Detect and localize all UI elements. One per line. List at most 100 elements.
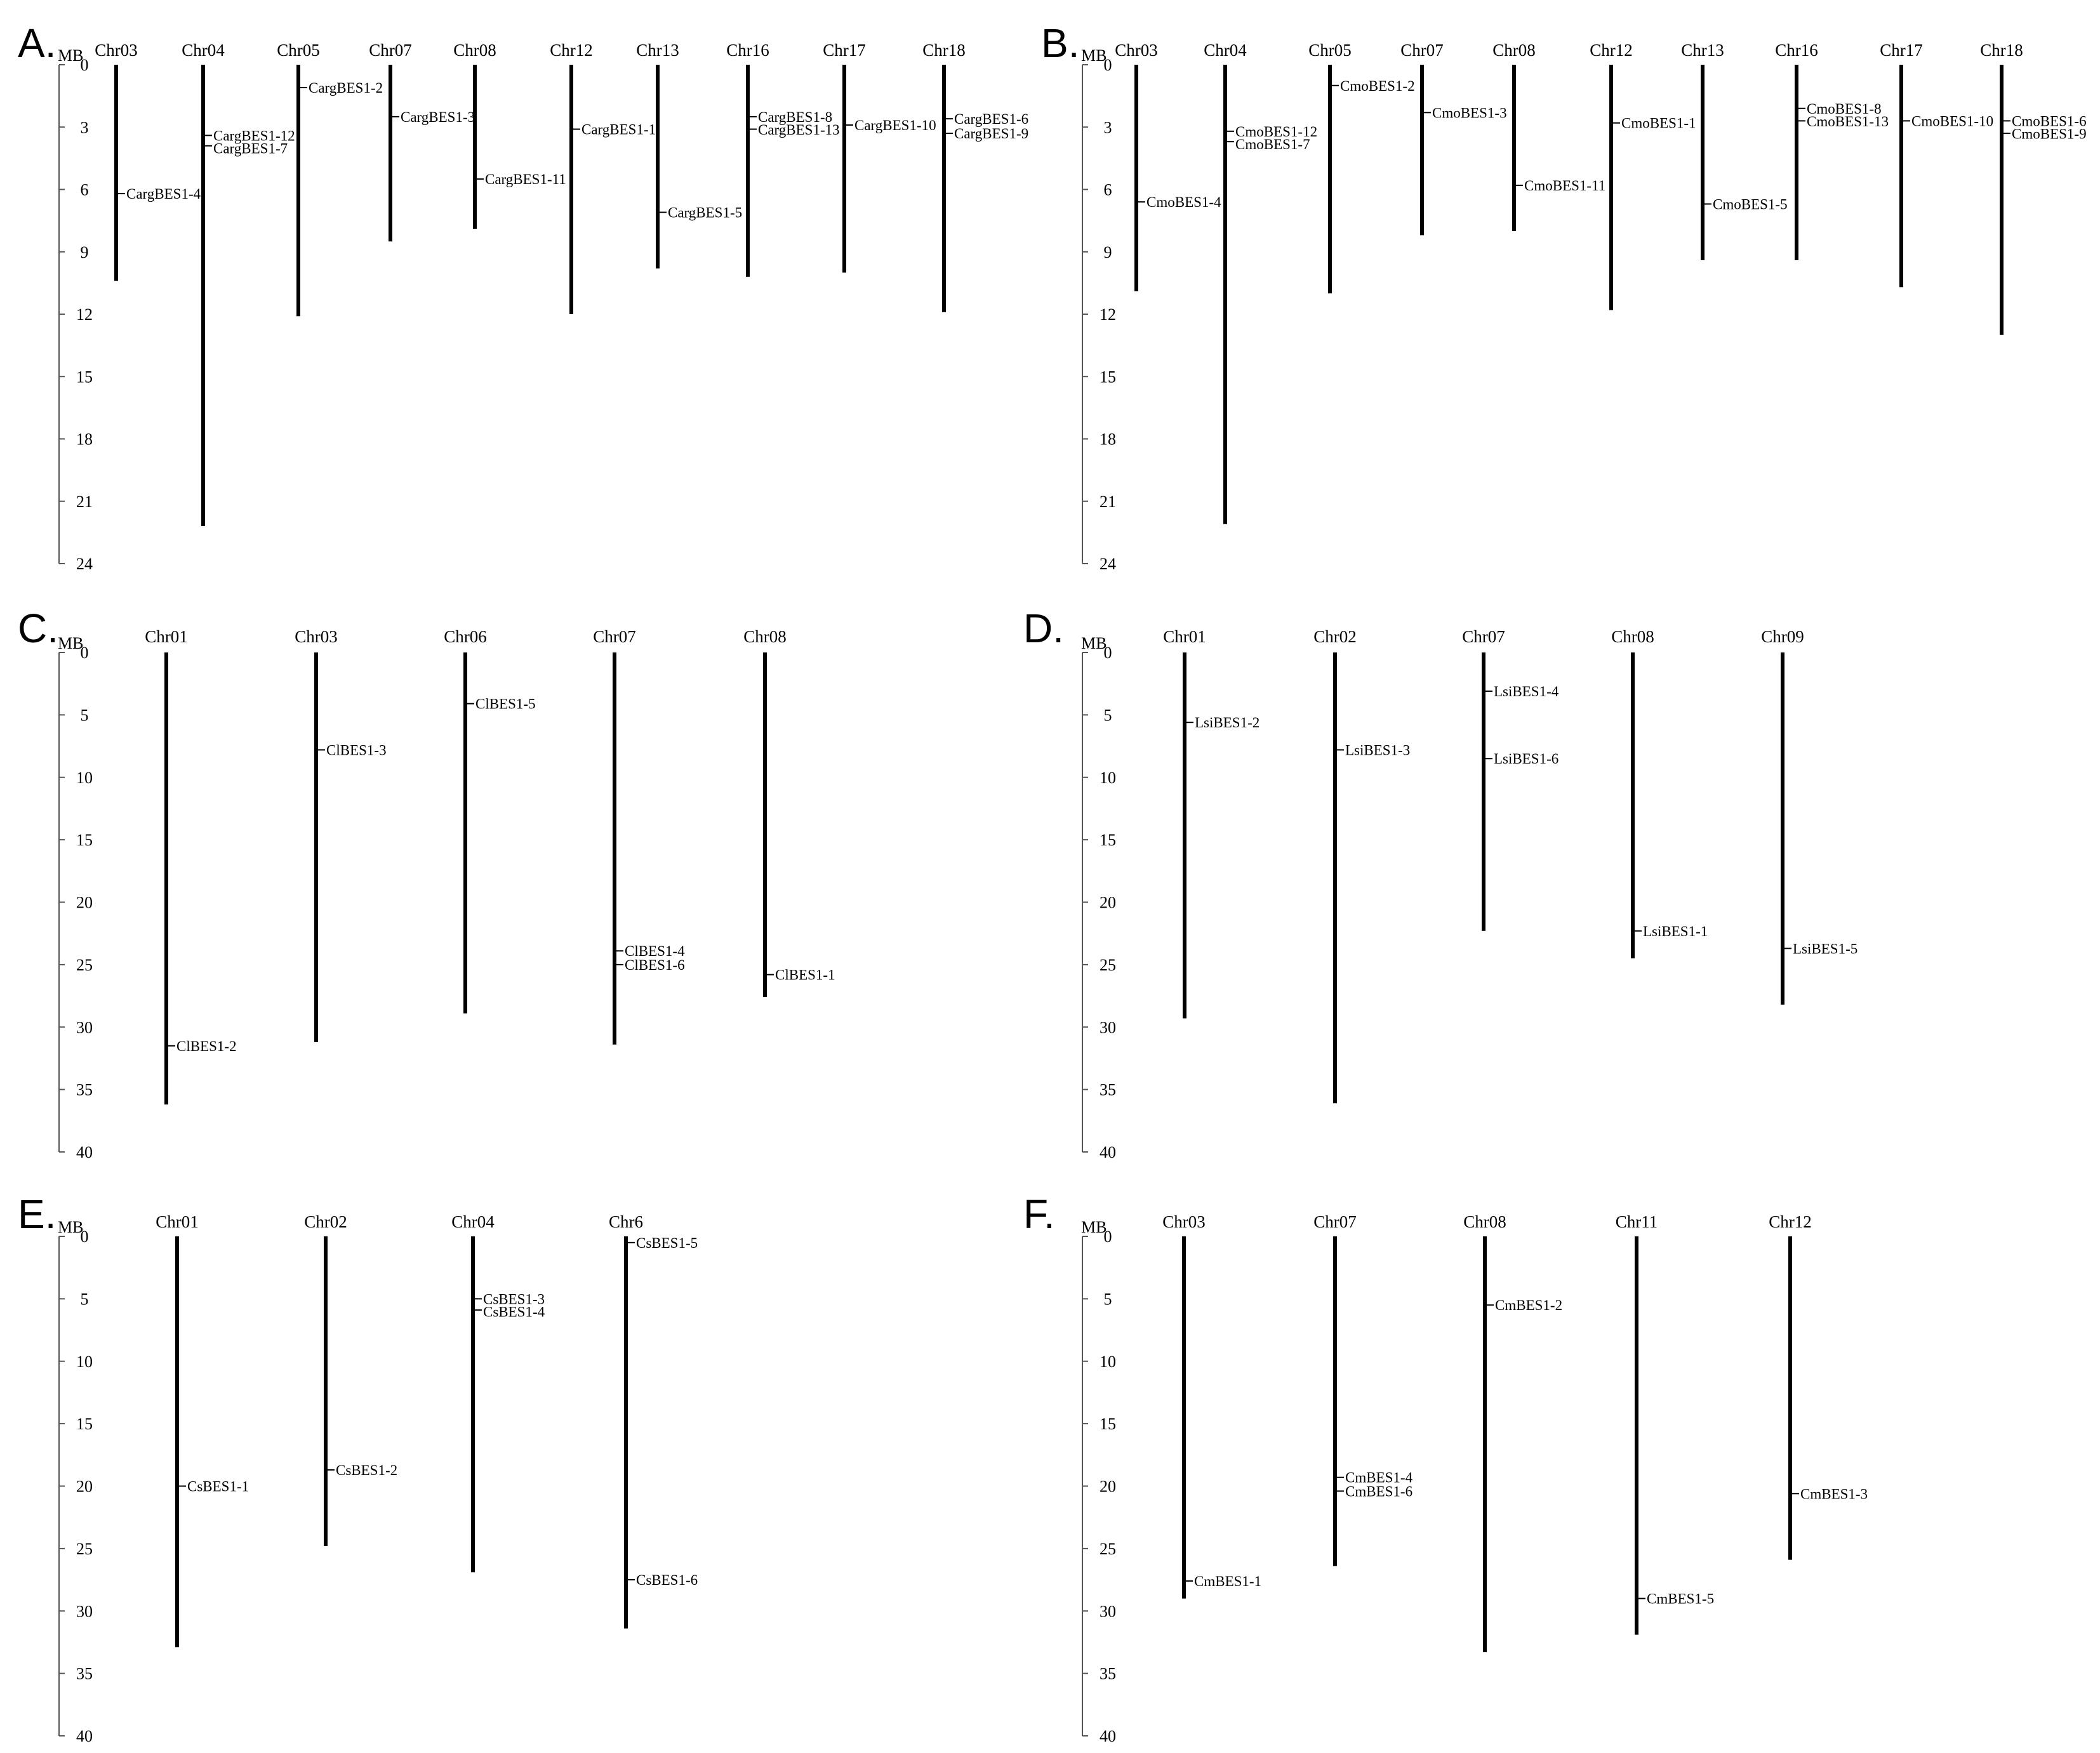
chromosome-name: Chr07 bbox=[1400, 41, 1444, 60]
gene-label: CsBES1-6 bbox=[636, 1572, 698, 1588]
chromosome-name: Chr13 bbox=[1681, 41, 1724, 60]
gene-label: CmBES1-3 bbox=[1800, 1486, 1868, 1502]
gene-label: CsBES1-4 bbox=[483, 1304, 545, 1320]
chromosome-name: Chr05 bbox=[277, 41, 320, 60]
axis-tick-label: 21 bbox=[1100, 493, 1116, 511]
gene-label: CmoBES1-7 bbox=[1235, 136, 1310, 152]
axis-tick-label: 0 bbox=[81, 1227, 89, 1246]
axis-tick-label: 6 bbox=[81, 181, 89, 199]
axis-tick-label: 40 bbox=[76, 1143, 93, 1161]
axis-tick-label: 25 bbox=[76, 1540, 93, 1558]
axis-tick-label: 40 bbox=[1100, 1143, 1116, 1161]
chromosome-name: Chr08 bbox=[453, 41, 496, 60]
axis-tick-label: 10 bbox=[1100, 1353, 1116, 1371]
gene-label: CmBES1-2 bbox=[1495, 1297, 1562, 1313]
axis-tick-label: 10 bbox=[1100, 769, 1116, 787]
chromosome-name: Chr02 bbox=[1313, 627, 1357, 646]
axis-tick-label: 12 bbox=[76, 305, 93, 324]
chromosome-name: Chr08 bbox=[1463, 1212, 1506, 1231]
axis-unit-label: MB bbox=[58, 1218, 83, 1236]
chromosome-name: Chr18 bbox=[1980, 41, 2023, 60]
gene-label: CmBES1-6 bbox=[1345, 1483, 1412, 1499]
chromosome-name: Chr13 bbox=[636, 41, 679, 60]
gene-label: CmoBES1-8 bbox=[1807, 101, 1882, 117]
axis-tick-label: 0 bbox=[1104, 1227, 1112, 1246]
axis-tick-label: 35 bbox=[76, 1665, 93, 1683]
axis-tick-label: 20 bbox=[76, 894, 93, 912]
gene-label: CargBES1-11 bbox=[485, 171, 566, 187]
axis-tick-label: 3 bbox=[1104, 118, 1112, 136]
axis-unit-label: MB bbox=[58, 634, 83, 652]
gene-label: CmBES1-1 bbox=[1194, 1573, 1261, 1589]
axis-tick-label: 10 bbox=[76, 1353, 93, 1371]
axis-tick-label: 12 bbox=[1100, 305, 1116, 324]
chromosome-name: Chr01 bbox=[1163, 627, 1206, 646]
panel-label: F. bbox=[1023, 1191, 1055, 1237]
gene-label: CargBES1-3 bbox=[401, 109, 475, 125]
chromosome-name: Chr03 bbox=[1115, 41, 1158, 60]
axis-tick-label: 30 bbox=[76, 1602, 93, 1620]
gene-label: ClBES1-3 bbox=[326, 742, 387, 758]
axis-tick-label: 18 bbox=[76, 430, 93, 449]
gene-label: CargBES1-10 bbox=[854, 117, 936, 133]
gene-label: CargBES1-4 bbox=[126, 186, 201, 202]
axis-tick-label: 35 bbox=[1100, 1665, 1116, 1683]
axis-tick-label: 15 bbox=[76, 367, 93, 386]
chromosome-name: Chr12 bbox=[1590, 41, 1633, 60]
axis-tick-label: 35 bbox=[76, 1081, 93, 1099]
chromosome-name: Chr03 bbox=[95, 41, 138, 60]
axis-tick-label: 15 bbox=[1100, 1415, 1116, 1433]
gene-label: CargBES1-12 bbox=[213, 128, 295, 143]
gene-label: CmoBES1-6 bbox=[2012, 113, 2087, 129]
chromosome-name: Chr08 bbox=[1492, 41, 1536, 60]
axis-tick-label: 10 bbox=[76, 769, 93, 787]
chromosome-name: Chr03 bbox=[1162, 1212, 1206, 1231]
gene-label: CargBES1-8 bbox=[758, 109, 832, 125]
axis-tick-label: 40 bbox=[1100, 1727, 1116, 1745]
panel-label: D. bbox=[1023, 605, 1064, 651]
axis-tick-label: 30 bbox=[76, 1018, 93, 1036]
panel-label: E. bbox=[18, 1191, 56, 1237]
axis-tick-label: 0 bbox=[81, 644, 89, 662]
chromosome-name: Chr09 bbox=[1761, 627, 1804, 646]
axis-tick-label: 35 bbox=[1100, 1081, 1116, 1099]
axis-unit-label: MB bbox=[58, 46, 83, 65]
chromosome-name: Chr08 bbox=[743, 627, 787, 646]
axis-tick-label: 15 bbox=[1100, 831, 1116, 849]
axis-tick-label: 5 bbox=[1104, 706, 1112, 724]
chromosome-name: Chr12 bbox=[1769, 1212, 1812, 1231]
gene-label: CmoBES1-9 bbox=[2012, 126, 2087, 142]
gene-label: CmBES1-4 bbox=[1345, 1470, 1413, 1486]
axis-unit-label: MB bbox=[1081, 1218, 1106, 1236]
chromosome-name: Chr07 bbox=[593, 627, 636, 646]
gene-label: LsiBES1-1 bbox=[1643, 923, 1708, 939]
axis-tick-label: 30 bbox=[1100, 1018, 1116, 1036]
panel-label: C. bbox=[18, 605, 58, 651]
axis-tick-label: 9 bbox=[81, 243, 89, 261]
gene-label: CargBES1-2 bbox=[309, 80, 383, 96]
gene-label: CmoBES1-10 bbox=[1911, 113, 1993, 129]
chromosome-name: Chr12 bbox=[550, 41, 593, 60]
gene-label: CargBES1-6 bbox=[954, 111, 1028, 127]
gene-label: CsBES1-1 bbox=[187, 1479, 249, 1495]
gene-label: ClBES1-5 bbox=[475, 696, 536, 712]
axis-unit-label: MB bbox=[1081, 634, 1106, 652]
axis-tick-label: 15 bbox=[76, 831, 93, 849]
axis-tick-label: 25 bbox=[1100, 1540, 1116, 1558]
chromosome-name: Chr01 bbox=[145, 627, 188, 646]
chromosome-name: Chr04 bbox=[182, 41, 225, 60]
chromosome-name: Chr07 bbox=[1313, 1212, 1357, 1231]
chromosome-name: Chr17 bbox=[1880, 41, 1923, 60]
chromosome-name: Chr02 bbox=[304, 1212, 347, 1231]
axis-tick-label: 20 bbox=[76, 1478, 93, 1496]
chromosome-name: Chr18 bbox=[922, 41, 966, 60]
chromosome-name: Chr16 bbox=[726, 41, 769, 60]
gene-label: CsBES1-2 bbox=[336, 1462, 397, 1478]
axis-tick-label: 25 bbox=[76, 956, 93, 974]
axis-tick-label: 5 bbox=[81, 706, 89, 724]
axis-tick-label: 24 bbox=[1100, 555, 1116, 573]
axis-tick-label: 15 bbox=[76, 1415, 93, 1433]
gene-label: CargBES1-13 bbox=[758, 122, 840, 138]
gene-label: CmoBES1-3 bbox=[1432, 105, 1507, 121]
